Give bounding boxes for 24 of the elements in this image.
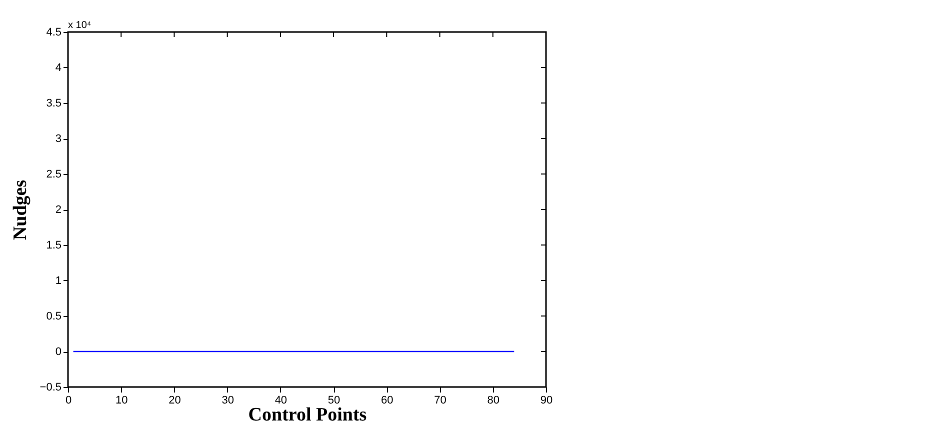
x-tick-label: 0 (65, 394, 72, 406)
y-tick-label: 3.5 (46, 98, 62, 110)
y-tick-label: 4 (55, 62, 62, 74)
text: x 10⁴ (68, 20, 92, 31)
x-tick-label: 70 (434, 394, 446, 406)
x-tick-label: 10 (115, 394, 128, 406)
y-tick-label: 1.5 (46, 240, 62, 252)
y-tick-label: −0.5 (40, 382, 62, 394)
y-tick-label: 0.5 (46, 310, 62, 322)
x-tick-label: 90 (540, 394, 553, 406)
y-tick-label: 3 (55, 133, 62, 145)
x-tick-label: 40 (274, 394, 288, 406)
x-tick-label: 20 (168, 394, 181, 406)
x-tick-label: 60 (381, 394, 394, 406)
y-tick-label: 1 (55, 275, 62, 287)
y-tick-label: 2.5 (46, 168, 62, 180)
x-axis-title: Control Points (248, 404, 367, 426)
x-tick-label: 30 (222, 394, 234, 406)
y-tick-label: 4.5 (46, 26, 62, 38)
x-tick-label: 50 (328, 394, 340, 406)
y-tick-label: 0 (55, 346, 62, 358)
y-tick-label: 2 (55, 204, 62, 216)
y-axis-title: Nudges (10, 180, 31, 240)
x-tick-label: 80 (487, 394, 500, 406)
